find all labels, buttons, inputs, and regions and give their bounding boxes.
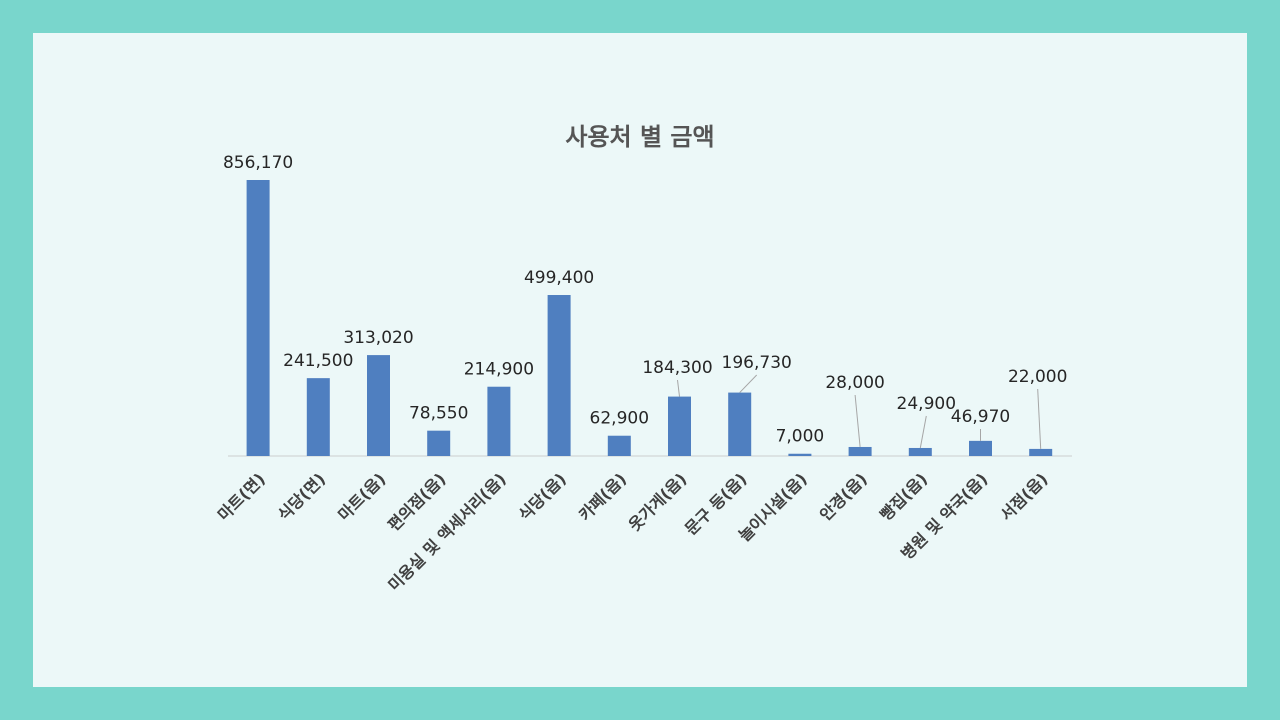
data-label-11: 28,000 bbox=[825, 373, 884, 393]
category-label-11: 안경(읍) bbox=[816, 469, 871, 524]
leader-lines-group bbox=[677, 374, 1042, 449]
slide-background bbox=[33, 33, 1247, 687]
data-label-4: 78,550 bbox=[409, 404, 468, 424]
category-label-14: 서점(읍) bbox=[997, 469, 1052, 524]
bars-group bbox=[246, 180, 1053, 456]
leader-line-14 bbox=[1037, 388, 1042, 449]
bar-11 bbox=[848, 446, 872, 456]
leader-line-11 bbox=[854, 394, 861, 448]
data-label-8: 184,300 bbox=[642, 358, 712, 378]
category-labels-group: 마트(면) 식당(면) 마트(읍)편의점(읍)미용실 및 액세서리(읍) 식당(읍) 카… bbox=[214, 469, 1052, 594]
data-label-7: 62,900 bbox=[590, 409, 649, 429]
leader-line-8 bbox=[677, 379, 680, 397]
bar-14 bbox=[1029, 448, 1053, 456]
data-labels-group: 856,170 241,500 313,020 78,550 214,900 499,40… bbox=[223, 153, 1067, 447]
data-label-3: 313,020 bbox=[343, 328, 413, 348]
category-label-12: 빵집(읍) bbox=[876, 469, 931, 524]
bar-7 bbox=[607, 435, 631, 456]
leader-line-9 bbox=[739, 374, 758, 393]
data-label-1: 856,170 bbox=[223, 153, 293, 173]
bar-2 bbox=[306, 378, 330, 456]
bar-1 bbox=[246, 180, 270, 456]
bar-12 bbox=[908, 447, 932, 456]
category-label-6: 식당(읍) bbox=[515, 469, 570, 524]
chart-title: 사용처 별 금액 bbox=[565, 123, 714, 151]
category-label-2: 식당(면) bbox=[274, 469, 329, 524]
bar-6 bbox=[547, 295, 571, 456]
bar-13 bbox=[969, 440, 992, 456]
bar-8 bbox=[668, 396, 691, 456]
data-label-5: 214,900 bbox=[464, 360, 534, 380]
bar-4 bbox=[427, 430, 451, 456]
bar-5 bbox=[487, 386, 511, 456]
data-label-12: 24,900 bbox=[897, 394, 956, 414]
data-label-13: 46,970 bbox=[951, 407, 1010, 427]
data-label-14: 22,000 bbox=[1008, 367, 1067, 387]
data-label-6: 499,400 bbox=[524, 268, 594, 288]
leader-line-12 bbox=[919, 415, 927, 449]
bar-9 bbox=[728, 392, 752, 456]
category-label-7: 카페(읍) bbox=[575, 469, 630, 524]
category-label-1: 마트(면) bbox=[214, 469, 269, 524]
bar-10 bbox=[788, 453, 812, 456]
data-label-9: 196,730 bbox=[722, 353, 792, 373]
data-label-2: 241,500 bbox=[283, 351, 353, 371]
category-label-5: 미용실 및 액세서리(읍) bbox=[384, 469, 509, 594]
data-label-10: 7,000 bbox=[776, 427, 825, 447]
bar-3 bbox=[367, 355, 390, 456]
category-label-3: 마트(읍) bbox=[334, 469, 389, 524]
